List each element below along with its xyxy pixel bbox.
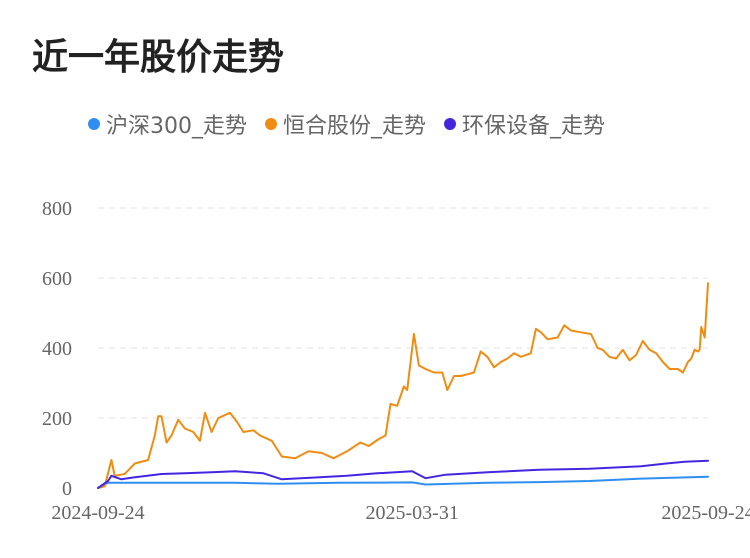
legend-dot-icon [265,118,277,130]
legend-item-csi300[interactable]: 沪深300_走势 [88,108,247,140]
y-tick-label: 200 [42,408,72,430]
y-tick-label: 400 [42,338,72,360]
series-line-2[interactable] [97,459,709,489]
legend-item-env-equipment[interactable]: 环保设备_走势 [444,108,605,140]
legend-dot-icon [88,118,100,130]
chart-title: 近一年股价走势 [32,37,285,78]
legend-label: 沪深300_走势 [106,114,247,139]
series-line-1[interactable] [97,282,709,489]
legend-item-henghe[interactable]: 恒合股份_走势 [265,108,426,140]
y-axis: 0 200 400 600 800 [42,198,72,500]
x-axis: 2024-09-24 2025-03-31 2025-09-24 [51,502,750,524]
legend-label: 环保设备_走势 [462,114,606,139]
chart-legend: 沪深300_走势 恒合股份_走势 环保设备_走势 [88,108,605,140]
grid-lines [98,207,708,419]
y-tick-label: 800 [42,198,72,220]
y-tick-label: 600 [42,268,72,290]
series-lines [97,282,709,489]
y-tick-label: 0 [62,478,72,500]
legend-label: 恒合股份_走势 [283,114,427,139]
x-tick-label: 2025-03-31 [366,502,459,524]
legend-dot-icon [444,118,457,130]
x-tick-label: 2024-09-24 [51,502,144,524]
series-line-0[interactable] [97,475,709,489]
x-tick-label: 2025-09-24 [661,502,750,524]
